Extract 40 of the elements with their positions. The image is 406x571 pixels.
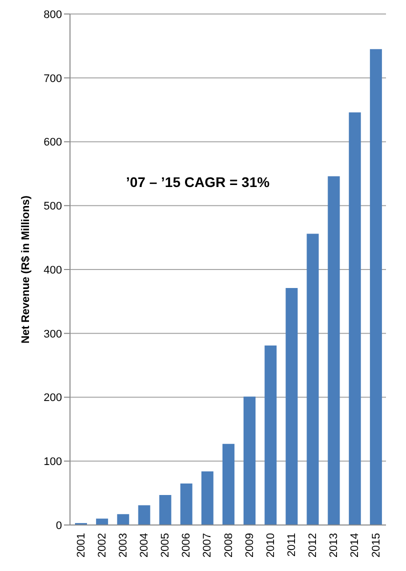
y-tick-label: 300 bbox=[44, 328, 62, 340]
annotation: ’07 – ’15 CAGR = 31% bbox=[126, 174, 270, 190]
bar bbox=[222, 444, 234, 525]
y-tick-label: 200 bbox=[44, 392, 62, 404]
x-tick-label: 2007 bbox=[202, 533, 214, 558]
x-tick-label: 2013 bbox=[328, 533, 340, 558]
x-tick-label: 2011 bbox=[286, 533, 298, 557]
x-tick-label: 2006 bbox=[180, 533, 193, 558]
y-tick-label: 400 bbox=[44, 264, 62, 276]
bar bbox=[138, 505, 150, 525]
bar bbox=[96, 518, 108, 525]
bar bbox=[306, 234, 319, 525]
x-tick-label: 2009 bbox=[244, 533, 256, 558]
x-tick-label: 2003 bbox=[117, 533, 130, 558]
x-tick-label: 2015 bbox=[370, 533, 382, 558]
x-tick-label: 2012 bbox=[307, 533, 320, 558]
y-tick-label: 800 bbox=[44, 8, 62, 21]
x-tick-label: 2014 bbox=[349, 533, 362, 558]
bar bbox=[264, 346, 277, 525]
bar bbox=[244, 396, 256, 525]
x-tick-label: 2002 bbox=[96, 533, 108, 558]
x-tick-label: 2008 bbox=[222, 533, 235, 558]
bar bbox=[180, 483, 192, 525]
x-tick-label: 2001 bbox=[75, 533, 88, 558]
y-axis-title: Net Revenue (R$ in Millions) bbox=[20, 195, 32, 344]
y-tick-label: 0 bbox=[56, 520, 62, 532]
y-tick-label: 500 bbox=[44, 200, 62, 213]
bar bbox=[370, 49, 382, 525]
bar bbox=[286, 288, 298, 525]
bar bbox=[117, 514, 130, 525]
y-tick-label: 600 bbox=[44, 136, 62, 149]
bar bbox=[348, 112, 361, 525]
x-tick-label: 2010 bbox=[264, 533, 277, 558]
bar bbox=[328, 176, 340, 525]
bar bbox=[201, 471, 214, 525]
bar bbox=[159, 494, 172, 525]
y-tick-label: 700 bbox=[44, 72, 62, 85]
y-tick-label: 100 bbox=[44, 456, 62, 468]
x-tick-label: 2005 bbox=[160, 533, 172, 558]
x-tick-label: 2004 bbox=[138, 533, 151, 558]
